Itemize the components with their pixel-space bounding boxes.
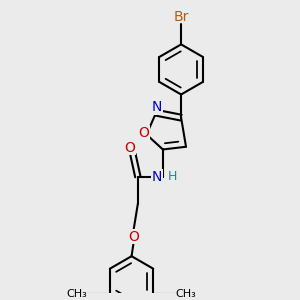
Text: O: O <box>124 141 135 154</box>
Text: N: N <box>152 100 162 114</box>
Text: H: H <box>168 170 177 183</box>
Text: CH₃: CH₃ <box>176 289 196 299</box>
Text: O: O <box>128 230 139 244</box>
Text: CH₃: CH₃ <box>67 289 87 299</box>
Text: Br: Br <box>173 10 189 24</box>
Text: N: N <box>152 170 162 184</box>
Text: O: O <box>138 126 149 140</box>
